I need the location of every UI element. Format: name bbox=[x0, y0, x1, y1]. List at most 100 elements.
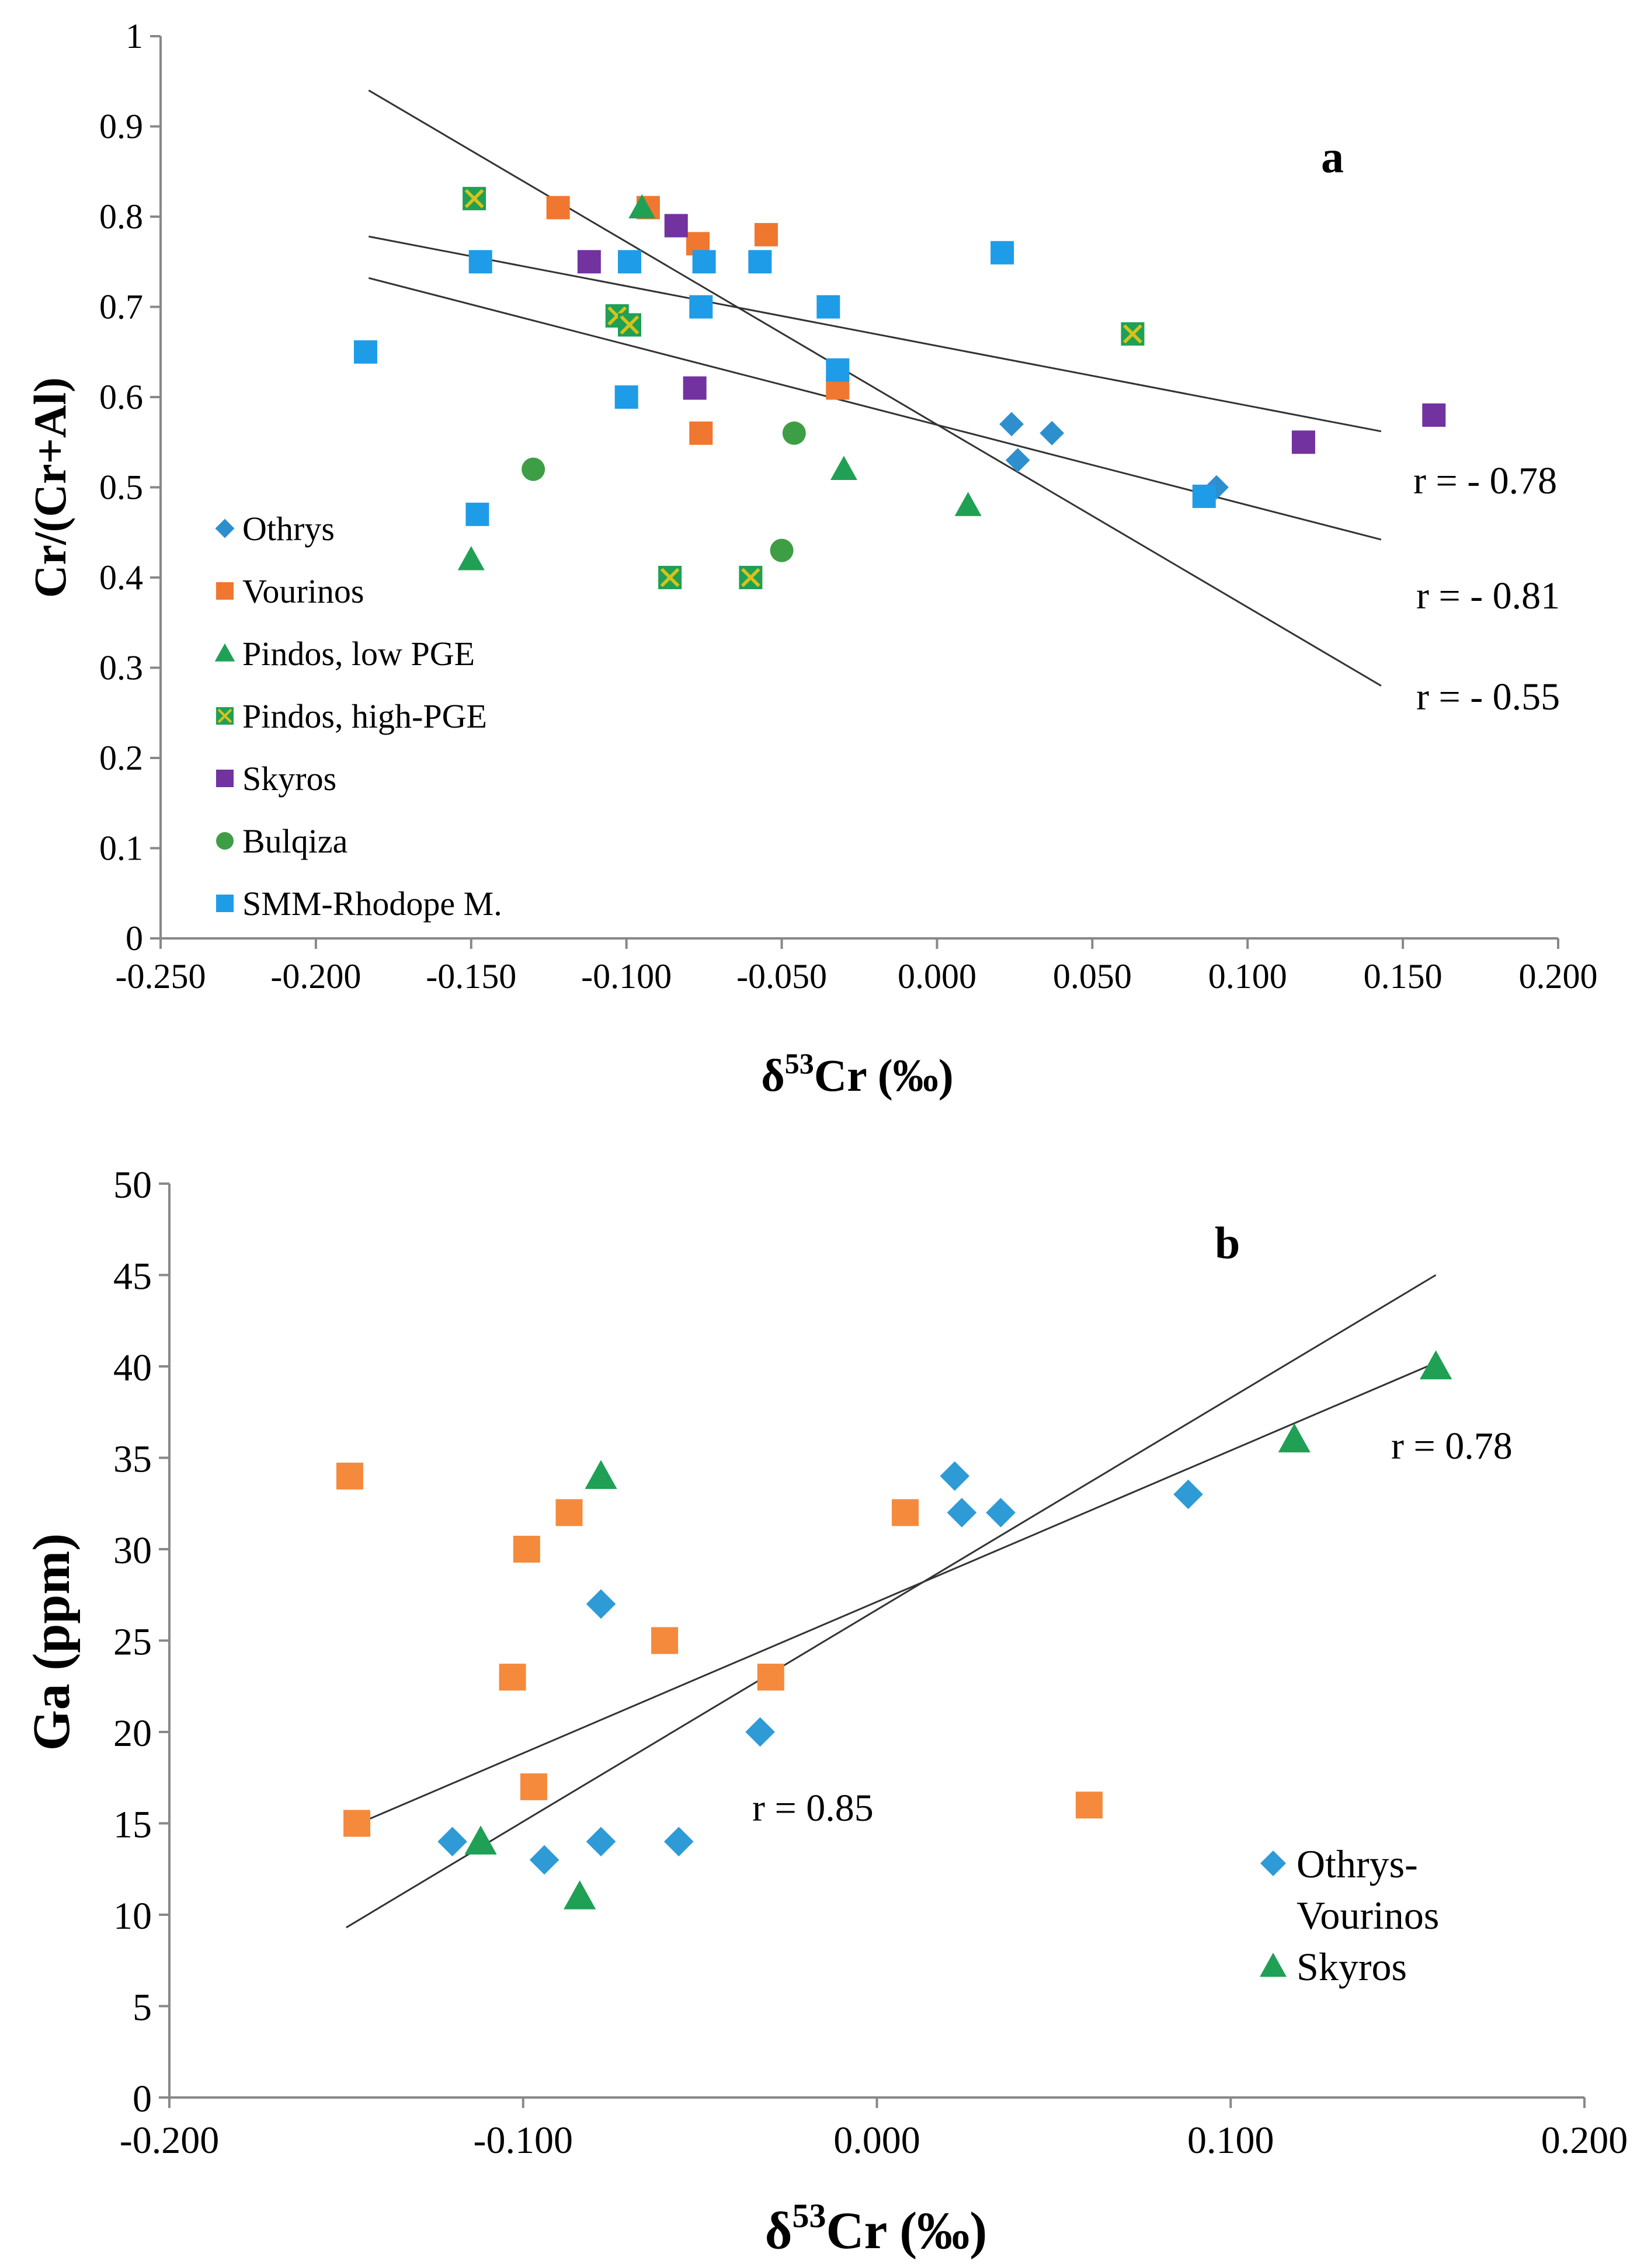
chart-a-y-tick-label: 0.9 bbox=[99, 107, 143, 146]
chart-a-legend-label-bulqiza: Bulqiza bbox=[242, 822, 347, 860]
chart-b-x-tick-label: -0.100 bbox=[474, 2119, 573, 2162]
chart-a-trendline-1 bbox=[368, 89, 1382, 687]
chart-a-point-pindos-high-pge bbox=[658, 566, 682, 589]
chart-a-x-tick-label: 0.150 bbox=[1364, 957, 1443, 996]
chart-b-point-vourinos bbox=[891, 1499, 919, 1526]
chart-a-legend-label-vourinos: Vourinos bbox=[242, 572, 364, 610]
chart-b-x-title-sup: 53 bbox=[792, 2197, 826, 2235]
chart-a-point-pindos-high-pge bbox=[617, 313, 641, 337]
chart-b-point-othrys-vourinos bbox=[986, 1498, 1016, 1528]
chart-a-y-axis-title: Cr/(Cr+Al) bbox=[25, 377, 75, 598]
chart-a-x-tick-label: -0.100 bbox=[581, 957, 672, 996]
chart-a-point-vourinos bbox=[689, 421, 713, 445]
chart-a-x-tick-label: 0.100 bbox=[1208, 957, 1287, 996]
chart-b-y-tick-label: 25 bbox=[113, 1621, 152, 1664]
chart-a-trendline-2 bbox=[369, 235, 1382, 433]
chart-a-y-tick-label: 1 bbox=[126, 17, 143, 55]
chart-a-point-smm-rhodope-m bbox=[1192, 484, 1216, 508]
chart-b-point-othrys-vourinos bbox=[947, 1498, 977, 1528]
chart-b-r-annotation-1: r = 0.78 bbox=[1391, 1425, 1513, 1467]
chart-a-y-tick-label: 0.1 bbox=[99, 829, 143, 868]
chart-a-x-tick-label: 0.050 bbox=[1053, 957, 1132, 996]
chart-b-x-title-rest: Cr (‰) bbox=[826, 2202, 987, 2260]
chart-b-point-othrys-vourinos bbox=[1173, 1479, 1203, 1509]
chart-b-y-tick-label: 35 bbox=[113, 1438, 152, 1481]
chart-a-point-vourinos bbox=[754, 222, 778, 246]
chart-a-legend: Othrys Vourinos Pindos, low PGE Pindos, hig… bbox=[214, 510, 502, 923]
chart-b-legend-marker-2 bbox=[1260, 1953, 1287, 1977]
chart-b: 0 5 10 15 20 25 30 35 40 45 50 -0.200 -0.100 0.000 0.… bbox=[23, 1164, 1628, 2260]
chart-a-point-othrys bbox=[1040, 420, 1065, 446]
chart-b-x-title-delta: δ bbox=[765, 2202, 793, 2260]
chart-a-point-pindos-high-pge bbox=[463, 187, 486, 211]
chart-a-y-tick-label: 0.4 bbox=[99, 558, 143, 597]
chart-b-point-othrys-vourinos bbox=[745, 1717, 775, 1747]
chart-b-x-tick-label: 0.100 bbox=[1187, 2119, 1274, 2162]
chart-a-point-smm-rhodope-m bbox=[692, 250, 716, 274]
chart-b-point-vourinos bbox=[555, 1499, 583, 1526]
chart-b-point-skyros bbox=[1419, 1350, 1452, 1380]
chart-a-y-tick-label: 0.2 bbox=[99, 739, 143, 777]
chart-a-point-smm-rhodope-m bbox=[990, 241, 1014, 265]
chart-a-x-axis-title: δ53Cr (‰) bbox=[761, 1047, 954, 1101]
chart-a-legend-label-pindos-low-pge: Pindos, low PGE bbox=[242, 635, 475, 673]
chart-a-point-pindos-low-pge bbox=[830, 455, 857, 480]
chart-a-point-skyros bbox=[1291, 430, 1315, 454]
chart-a-legend-label-othrys: Othrys bbox=[242, 510, 335, 548]
chart-b-point-vourinos bbox=[520, 1773, 547, 1800]
chart-a-y-tick-label: 0.6 bbox=[99, 378, 143, 416]
chart-a-point-pindos-high-pge bbox=[739, 566, 763, 589]
chart-a-point-bulqiza bbox=[782, 421, 806, 445]
chart-a-point-skyros bbox=[1422, 403, 1446, 427]
chart-b-legend-label-1: Vourinos bbox=[1297, 1893, 1439, 1937]
chart-b-y-tick-label: 45 bbox=[113, 1255, 152, 1298]
chart-a-x-tick-label: 0.200 bbox=[1519, 957, 1598, 996]
chart-a-point-pindos-low-pge bbox=[954, 492, 982, 516]
chart-b-legend-label-1: Othrys- bbox=[1297, 1842, 1418, 1886]
chart-a-point-smm-rhodope-m bbox=[816, 295, 840, 319]
chart-b-x-tick-label: -0.200 bbox=[120, 2119, 219, 2162]
chart-a-legend-marker-pindos-high-pge bbox=[216, 707, 234, 725]
chart-b-legend-marker-1 bbox=[1260, 1850, 1286, 1876]
chart-b-trendline-1 bbox=[346, 1362, 1437, 1830]
chart-b-y-tick-label: 20 bbox=[113, 1712, 152, 1755]
chart-b-y-tick-label: 40 bbox=[113, 1347, 152, 1389]
chart-b-y-tick-label: 0 bbox=[133, 2078, 152, 2120]
chart-a-r-annotation-3: r = - 0.55 bbox=[1416, 676, 1560, 718]
chart-b-point-vourinos bbox=[651, 1627, 679, 1654]
chart-b-point-vourinos bbox=[343, 1810, 371, 1837]
chart-a-y-tick-label: 0 bbox=[126, 919, 143, 958]
chart-b-point-skyros bbox=[1278, 1423, 1311, 1453]
chart-a-point-smm-rhodope-m bbox=[826, 358, 850, 382]
chart-b-point-skyros bbox=[464, 1825, 497, 1855]
chart-a-x-tick-label: -0.200 bbox=[270, 957, 361, 996]
chart-a-x-tick-label: -0.150 bbox=[426, 957, 516, 996]
chart-a-x-tick-label: 0.000 bbox=[898, 957, 976, 996]
chart-b-point-vourinos bbox=[499, 1664, 526, 1691]
chart-a-legend-label-smm-rhodope-m: SMM-Rhodope M. bbox=[242, 885, 502, 923]
chart-b-y-axis-title: Ga (ppm) bbox=[23, 1533, 81, 1751]
chart-b-r-annotation-2: r = 0.85 bbox=[752, 1787, 874, 1829]
chart-a-y-tick-label: 0.7 bbox=[99, 288, 143, 326]
chart-a-point-smm-rhodope-m bbox=[748, 250, 772, 274]
chart-a-point-smm-rhodope-m bbox=[689, 295, 713, 319]
chart-b-point-vourinos bbox=[757, 1664, 784, 1691]
chart-b-legend-label-2: Skyros bbox=[1297, 1945, 1407, 1989]
chart-a-point-bulqiza bbox=[770, 538, 794, 562]
chart-a-x-title-rest: Cr (‰) bbox=[814, 1050, 954, 1101]
chart-a-point-skyros bbox=[683, 376, 707, 400]
chart-a-x-title-sup: 53 bbox=[785, 1047, 814, 1080]
chart-a-x-title-delta: δ bbox=[761, 1050, 785, 1101]
chart-b-y-tick-label: 15 bbox=[113, 1804, 152, 1846]
chart-b-y-tick-label: 50 bbox=[113, 1164, 152, 1206]
chart-b-trendline-2 bbox=[346, 1274, 1437, 1929]
chart-a-point-skyros bbox=[664, 214, 688, 238]
chart-a-point-smm-rhodope-m bbox=[465, 502, 489, 526]
chart-a-legend-marker-smm-rhodope-m bbox=[216, 895, 234, 912]
chart-a-point-skyros bbox=[577, 250, 601, 274]
chart-a-legend-label-skyros: Skyros bbox=[242, 760, 336, 798]
chart-a-point-smm-rhodope-m bbox=[468, 250, 492, 274]
chart-a-point-othrys bbox=[1005, 448, 1030, 473]
chart-a-y-tick-label: 0.5 bbox=[99, 468, 143, 507]
chart-b-point-othrys-vourinos bbox=[663, 1827, 694, 1857]
